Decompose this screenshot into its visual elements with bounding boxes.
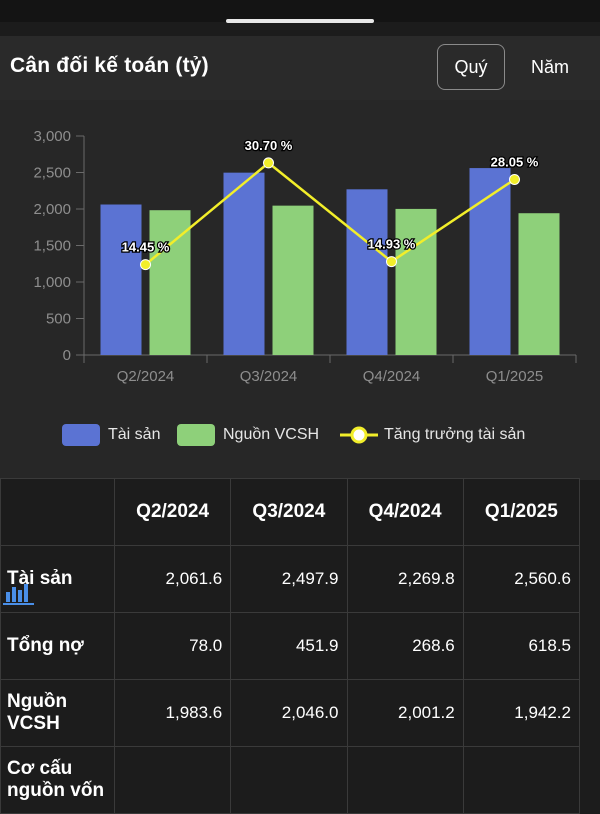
y-tick-label: 1,000 [33,274,71,291]
table-header-row: Q2/2024 Q3/2024 Q4/2024 Q1/2025 [0,478,581,546]
bar-assets [223,172,265,355]
balance-sheet-table: Q2/2024 Q3/2024 Q4/2024 Q1/2025 Tài sản … [0,478,581,814]
legend-label-growth: Tăng trưởng tài sản [384,426,526,443]
drag-handle[interactable] [226,19,374,23]
legend-item-equity[interactable]: Nguồn VCSH [177,424,319,446]
growth-data-label: 14.93 % [368,237,416,252]
status-area [0,0,600,22]
legend-swatch-equity [177,424,215,446]
table-cell: 2,046.0 [230,679,348,747]
table-cell: 78.0 [113,612,232,680]
bar-chart-icon[interactable] [1,579,37,607]
y-tick-label: 2,000 [33,201,71,218]
growth-data-label: 30.70 % [245,138,293,153]
bar-assets [469,168,511,355]
column-header: Q1/2025 [462,478,581,546]
table-row: Tổng nợ 78.0 451.9 268.6 618.5 [0,612,581,680]
bar-equity [272,205,314,355]
legend-item-growth[interactable]: Tăng trưởng tài sản [340,424,525,446]
table-row: Tài sản 2,061.6 2,497.9 2,269.8 2,560.6 [0,545,581,613]
legend-swatch-assets [62,424,100,446]
growth-point [140,259,151,271]
table-cell: 268.6 [346,612,464,680]
bar-equity [395,208,437,355]
table-cell: 2,061.6 [113,545,232,613]
bar-assets [100,204,142,355]
balance-sheet-chart: 0 500 1,000 1,500 2,000 2,500 3,000 Q2/2024 Q3/2… [33,128,577,385]
table-cell: 1,983.6 [113,679,232,747]
y-tick-label: 2,500 [33,165,71,182]
row-label: Tổng nợ [0,612,115,680]
x-tick-label: Q3/2024 [240,368,298,385]
tab-quarter-button[interactable]: Quý [437,44,505,90]
column-header: Q4/2024 [346,478,464,546]
x-tick-label: Q2/2024 [117,368,175,385]
legend-line-icon [340,426,378,444]
growth-line [144,161,516,266]
table-cell: 2,497.9 [230,545,348,613]
legend-label-assets: Tài sản [108,426,161,443]
x-tick-label: Q4/2024 [363,368,421,385]
table-cell: 2,269.8 [346,545,464,613]
growth-data-label: 28.05 % [491,154,539,169]
y-tick-label: 1,500 [33,238,71,255]
bar-assets [346,189,388,355]
growth-point [509,173,520,185]
tab-year-button[interactable]: Năm [530,56,569,77]
y-tick-label: 0 [63,347,71,364]
table-cell: 451.9 [230,612,348,680]
row-label: Nguồn VCSH [0,679,115,747]
capital-structure-cell[interactable] [2,583,232,814]
growth-point [386,256,397,268]
legend-item-assets[interactable]: Tài sản [62,424,160,446]
table-cell: 1,942.2 [462,679,581,747]
table-cell: 2,001.2 [346,679,464,747]
row-label: Cơ cấu nguồn vốn [0,746,115,814]
chart-legend: Tài sản Nguồn VCSH Tăng trưởng tài sản [0,424,600,454]
column-header: Q2/2024 [113,478,232,546]
table-corner-cell [0,478,115,546]
capital-structure-cell[interactable] [2,583,348,814]
table-row: Cơ cấu nguồn vốn [0,583,581,814]
y-tick-label: 500 [46,311,71,328]
growth-point [263,157,274,169]
legend-label-equity: Nguồn VCSH [223,426,320,443]
bar-equity [518,213,560,355]
row-label: Tài sản [0,545,115,613]
page-title: Cân đối kế toán (tỷ) [10,54,209,77]
table-cell: 618.5 [462,612,581,680]
x-tick-label: Q1/2025 [486,368,544,385]
table-cell: 2,560.6 [462,545,581,613]
capital-structure-cell[interactable] [2,583,581,814]
column-header: Q3/2024 [230,478,348,546]
capital-structure-cell[interactable] [2,583,464,814]
table-row: Nguồn VCSH 1,983.6 2,046.0 2,001.2 1,942… [0,679,581,747]
y-tick-label: 3,000 [33,128,71,145]
growth-data-label: 14.45 % [122,240,170,255]
